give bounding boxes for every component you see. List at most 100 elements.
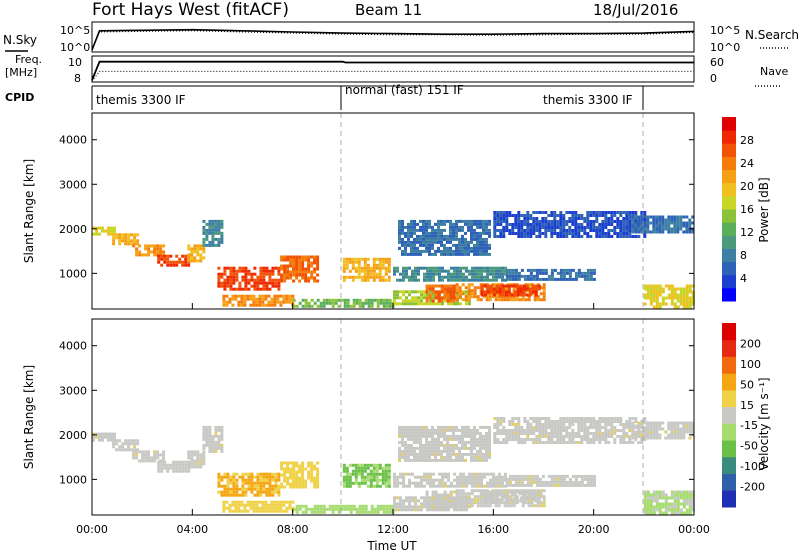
range-gate-cell (301, 482, 305, 486)
range-gate-cell (470, 458, 473, 462)
range-gate-cell (404, 231, 407, 235)
range-gate-cell (643, 224, 647, 228)
range-gate-cell (568, 268, 572, 272)
range-gate-cell (449, 493, 453, 497)
range-gate-cell (286, 267, 290, 271)
range-gate-cell (399, 278, 402, 282)
colorbar-swatch (722, 423, 736, 441)
range-gate-cell (261, 506, 265, 510)
range-gate-cell (214, 431, 218, 435)
range-gate-cell (616, 232, 620, 235)
range-gate-cell (658, 511, 662, 515)
range-gate-cell (532, 274, 536, 278)
range-gate-cell (670, 218, 674, 222)
range-gate-cell (399, 272, 402, 276)
range-gate-cell (480, 481, 483, 485)
range-gate-cell (349, 507, 353, 511)
range-gate-cell (437, 228, 440, 232)
range-gate-cell (217, 266, 221, 270)
range-gate-cell (426, 275, 429, 279)
range-gate-cell (496, 417, 500, 420)
range-gate-cell (199, 253, 203, 257)
range-gate-cell (437, 225, 440, 229)
range-gate-cell (673, 287, 677, 291)
range-gate-cell (655, 299, 659, 303)
range-gate-cell (434, 455, 437, 459)
range-gate-cell (655, 508, 659, 512)
range-gate-cell (429, 481, 432, 485)
range-gate-cell (449, 437, 452, 441)
range-gate-cell (458, 495, 462, 499)
range-gate-cell (283, 479, 287, 483)
range-gate-cell (414, 269, 417, 273)
range-gate-cell (422, 231, 425, 235)
range-gate-cell (625, 229, 629, 232)
range-gate-cell (455, 496, 459, 500)
range-gate-cell (529, 432, 533, 435)
range-gate-cell (547, 483, 551, 487)
range-gate-cell (473, 425, 476, 429)
range-gate-cell (493, 226, 497, 229)
range-gate-cell (559, 429, 563, 432)
range-gate-cell (141, 453, 145, 457)
range-gate-cell (562, 480, 566, 484)
range-gate-cell (443, 228, 446, 232)
range-gate-cell (640, 230, 644, 234)
range-gate-cell (253, 281, 257, 285)
range-gate-cell (595, 420, 599, 423)
range-gate-cell (655, 433, 659, 437)
range-gate-cell (492, 478, 495, 482)
range-gate-cell (471, 272, 474, 276)
range-gate-cell (410, 449, 413, 453)
range-gate-cell (181, 263, 185, 267)
range-gate-cell (556, 480, 560, 484)
range-gate-cell (425, 455, 428, 459)
range-gate-cell (571, 423, 575, 426)
range-gate-cell (425, 228, 428, 232)
range-gate-cell (521, 504, 525, 508)
range-gate-cell (458, 289, 462, 293)
range-gate-cell (307, 267, 311, 271)
range-gate-cell (574, 435, 578, 438)
range-gate-cell (595, 435, 599, 438)
range-gate-cell (402, 475, 405, 479)
range-gate-cell (528, 496, 532, 500)
range-gate-cell (425, 446, 428, 450)
range-gate-cell (574, 211, 578, 214)
range-gate-cell (452, 449, 455, 453)
range-gate-cell (688, 496, 692, 500)
range-gate-cell (292, 258, 296, 262)
range-gate-cell (577, 229, 581, 232)
range-gate-cell (277, 284, 281, 288)
range-gate-cell (229, 272, 233, 276)
range-gate-cell (574, 217, 578, 220)
range-gate-cell (574, 274, 578, 278)
range-gate-cell (458, 228, 461, 232)
range-gate-cell (455, 234, 458, 238)
range-gate-cell (655, 496, 659, 500)
range-gate-cell (375, 481, 379, 485)
range-gate-cell (520, 220, 524, 223)
range-gate-cell (232, 472, 236, 476)
range-gate-cell (301, 473, 305, 477)
range-gate-cell (640, 436, 644, 440)
range-gate-cell (589, 271, 593, 275)
range-gate-cell (640, 430, 644, 434)
range-gate-cell (525, 287, 529, 291)
range-gate-cell (667, 502, 671, 506)
range-gate-cell (378, 463, 382, 467)
range-gate-cell (304, 482, 308, 486)
range-gate-cell (162, 456, 166, 460)
range-gate-cell (244, 269, 248, 273)
range-gate-cell (562, 268, 566, 272)
range-gate-cell (295, 255, 299, 259)
range-gate-cell (367, 301, 371, 305)
range-gate-cell (531, 496, 535, 500)
range-gate-cell (500, 501, 504, 505)
range-gate-cell (363, 278, 367, 282)
range-gate-cell (280, 279, 284, 283)
range-gate-cell (410, 249, 413, 253)
range-gate-cell (625, 426, 629, 429)
velocity-ylabel: Slant Range [km] (22, 365, 36, 469)
range-gate-cell (414, 505, 417, 509)
